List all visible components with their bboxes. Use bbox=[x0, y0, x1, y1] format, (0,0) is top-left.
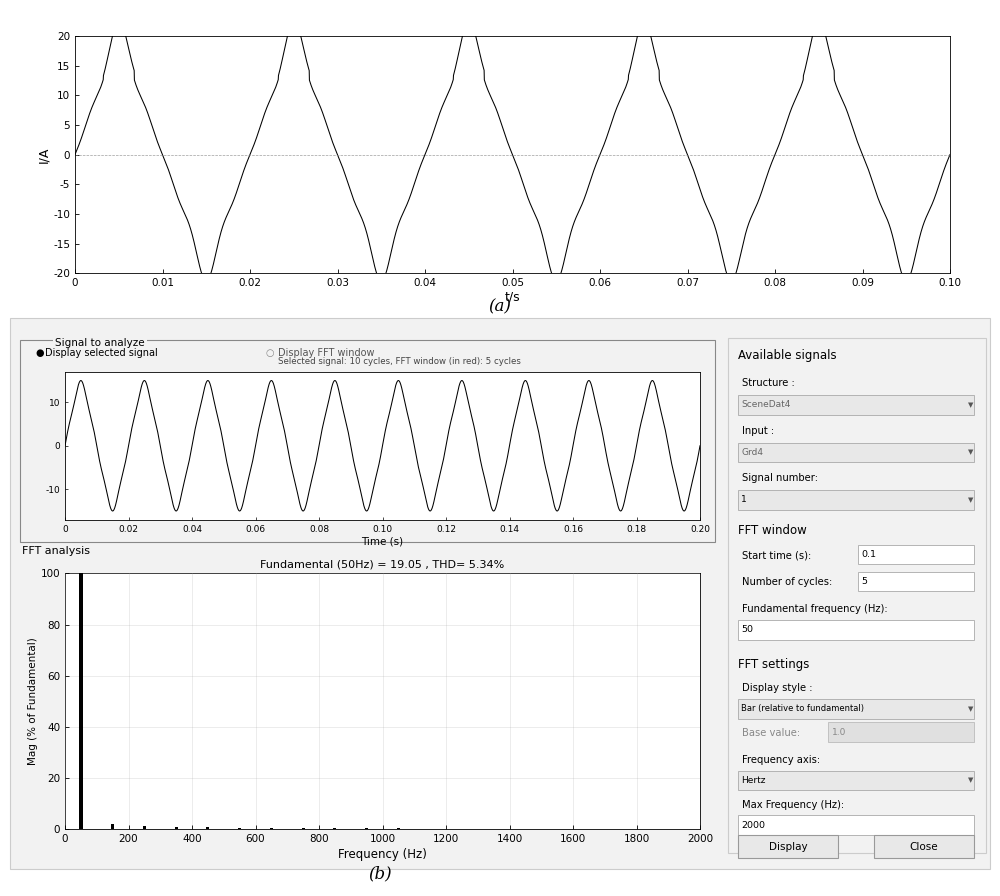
Bar bbox=[111, 824, 114, 829]
Text: 5: 5 bbox=[861, 577, 867, 586]
Text: ▼: ▼ bbox=[968, 778, 973, 783]
Text: ▼: ▼ bbox=[968, 706, 973, 711]
Title: Fundamental (50Hz) = 19.05 , THD= 5.34%: Fundamental (50Hz) = 19.05 , THD= 5.34% bbox=[260, 560, 505, 570]
Text: Number of cycles:: Number of cycles: bbox=[742, 577, 832, 588]
Bar bbox=[79, 573, 83, 829]
Text: Display: Display bbox=[769, 841, 807, 852]
Text: Signal number:: Signal number: bbox=[742, 473, 818, 484]
X-axis label: Time (s): Time (s) bbox=[361, 537, 404, 547]
Text: 0.1: 0.1 bbox=[861, 550, 876, 559]
Text: Hertz: Hertz bbox=[741, 776, 766, 785]
Text: Available signals: Available signals bbox=[738, 349, 837, 362]
Text: Fundamental frequency (Hz):: Fundamental frequency (Hz): bbox=[742, 604, 888, 615]
Text: Base value:: Base value: bbox=[742, 728, 800, 738]
Bar bbox=[206, 827, 209, 829]
Text: (a): (a) bbox=[489, 298, 511, 314]
Text: Start time (s):: Start time (s): bbox=[742, 550, 811, 561]
Bar bbox=[238, 828, 241, 829]
Text: Display style :: Display style : bbox=[742, 683, 812, 694]
Text: Selected signal: 10 cycles, FFT window (in red): 5 cycles: Selected signal: 10 cycles, FFT window (… bbox=[278, 357, 521, 366]
Text: FFT settings: FFT settings bbox=[738, 659, 809, 671]
Text: Frequency axis:: Frequency axis: bbox=[742, 754, 820, 765]
Text: Close: Close bbox=[910, 841, 938, 852]
Text: FFT analysis: FFT analysis bbox=[22, 546, 90, 556]
X-axis label: Frequency (Hz): Frequency (Hz) bbox=[338, 848, 427, 861]
X-axis label: t/s: t/s bbox=[505, 291, 520, 304]
Text: Structure :: Structure : bbox=[742, 378, 795, 389]
Text: 1: 1 bbox=[741, 495, 747, 504]
Y-axis label: I/A: I/A bbox=[37, 146, 50, 163]
Text: ○: ○ bbox=[265, 348, 274, 358]
Text: Display selected signal: Display selected signal bbox=[45, 348, 158, 358]
Text: 1.0: 1.0 bbox=[832, 728, 846, 737]
Text: (b): (b) bbox=[368, 866, 392, 882]
Text: Signal to analyze: Signal to analyze bbox=[55, 338, 145, 349]
Bar bbox=[270, 828, 273, 829]
Text: Input :: Input : bbox=[742, 426, 774, 436]
Text: ●: ● bbox=[35, 348, 44, 358]
Text: Max Frequency (Hz):: Max Frequency (Hz): bbox=[742, 799, 844, 810]
Y-axis label: Mag (% of Fundamental): Mag (% of Fundamental) bbox=[28, 637, 38, 765]
Text: FFT window: FFT window bbox=[738, 524, 807, 537]
Text: ▼: ▼ bbox=[968, 450, 973, 455]
Text: ▼: ▼ bbox=[968, 402, 973, 408]
Text: Bar (relative to fundamental): Bar (relative to fundamental) bbox=[741, 704, 864, 713]
Bar bbox=[175, 827, 178, 829]
Text: SceneDat4: SceneDat4 bbox=[741, 401, 790, 409]
Text: ▼: ▼ bbox=[968, 497, 973, 503]
Text: Grd4: Grd4 bbox=[741, 448, 763, 457]
Text: 50: 50 bbox=[741, 625, 753, 634]
Bar bbox=[143, 826, 146, 829]
Text: Display FFT window: Display FFT window bbox=[278, 348, 374, 358]
Text: 2000: 2000 bbox=[741, 821, 765, 830]
